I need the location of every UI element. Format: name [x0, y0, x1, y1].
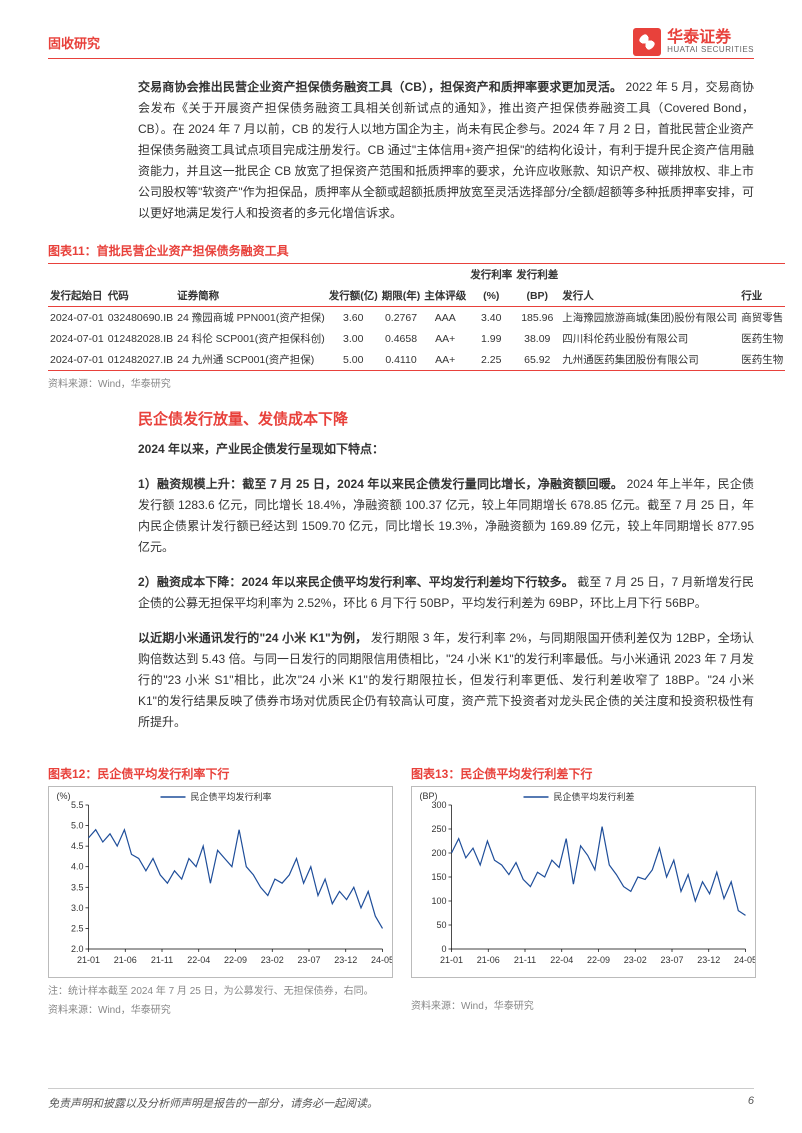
svg-text:23-07: 23-07	[660, 955, 683, 965]
svg-text:4.0: 4.0	[71, 862, 84, 872]
chart-row: 图表12：民企债平均发行利率下行 (%) 民企债平均发行利率 2.0 2.5 3.0 3.…	[48, 747, 754, 1016]
svg-text:23-02: 23-02	[261, 955, 284, 965]
section-title: 民企债发行放量、发债成本下降	[138, 408, 754, 429]
chart12-source: 资料来源：Wind，华泰研究	[48, 1001, 391, 1016]
brand-name-cn: 华泰证券	[667, 29, 754, 47]
svg-text:200: 200	[431, 848, 446, 858]
p1-body: 2022 年 5 月，交易商协会发布《关于开展资产担保债务融资工具相关创新试点的…	[138, 80, 754, 220]
page-footer: 免责声明和披露以及分析师声明是报告的一部分，请务必一起阅读。 6	[48, 1088, 754, 1111]
svg-text:3.0: 3.0	[71, 903, 84, 913]
svg-text:22-04: 22-04	[550, 955, 573, 965]
table11-title: 图表11：首批民营企业资产担保债务融资工具	[48, 242, 754, 259]
brand-name-en: HUATAI SECURITIES	[667, 46, 754, 55]
chart13-title: 图表13：民企债平均发行利差下行	[411, 765, 754, 782]
svg-text:23-07: 23-07	[297, 955, 320, 965]
svg-text:2.0: 2.0	[71, 944, 84, 954]
svg-text:50: 50	[436, 920, 446, 930]
footer-disclaimer: 免责声明和披露以及分析师声明是报告的一部分，请务必一起阅读。	[48, 1095, 378, 1111]
chart12-svg: (%) 民企债平均发行利率 2.0 2.5 3.0 3.5 4.0 4.5 5.0 5.5 21-0…	[48, 786, 393, 978]
table-row: 2024-07-01012482027.IB24 九州通 SCP001(资产担保…	[48, 349, 785, 371]
svg-text:300: 300	[431, 800, 446, 810]
footer-page-number: 6	[748, 1095, 754, 1111]
chart13-source: 资料来源：Wind，华泰研究	[411, 997, 754, 1012]
svg-text:24-05: 24-05	[734, 955, 756, 965]
svg-text:23-12: 23-12	[334, 955, 357, 965]
svg-text:22-09: 22-09	[587, 955, 610, 965]
chart12-title: 图表12：民企债平均发行利率下行	[48, 765, 391, 782]
svg-text:0: 0	[441, 944, 446, 954]
svg-text:3.5: 3.5	[71, 882, 84, 892]
svg-text:23-02: 23-02	[624, 955, 647, 965]
p2-headline: 1）融资规模上升：截至 7 月 25 日，2024 年以来民企债发行量同比增长，…	[138, 477, 623, 491]
svg-text:100: 100	[431, 896, 446, 906]
svg-text:23-12: 23-12	[697, 955, 720, 965]
svg-text:(%): (%)	[57, 791, 71, 801]
intro-line: 2024 年以来，产业民企债发行呈现如下特点：	[138, 442, 384, 456]
table-row: 2024-07-01012482028.IB24 科伦 SCP001(资产担保科…	[48, 328, 785, 349]
paragraph-cost: 2）融资成本下降：2024 年以来民企债平均发行利率、平均发行利差均下行较多。 …	[138, 572, 754, 614]
brand-block: 华泰证券 HUATAI SECURITIES	[633, 28, 754, 56]
p4-headline: 以近期小米通讯发行的"24 小米 K1"为例，	[138, 631, 367, 645]
svg-text:21-11: 21-11	[514, 955, 536, 965]
svg-text:21-06: 21-06	[114, 955, 137, 965]
svg-text:22-04: 22-04	[187, 955, 210, 965]
svg-text:5.5: 5.5	[71, 800, 84, 810]
svg-text:21-06: 21-06	[477, 955, 500, 965]
doc-category: 固收研究	[48, 33, 100, 52]
table11: 发行利率发行利差 发行起始日代码证券简称发行额(亿)期限(年)主体评级(%)(B…	[48, 263, 785, 371]
p1-headline: 交易商协会推出民营企业资产担保债务融资工具（CB），担保资产和质押率要求更加灵活…	[138, 80, 622, 94]
paragraph-cb: 交易商协会推出民营企业资产担保债务融资工具（CB），担保资产和质押率要求更加灵活…	[138, 77, 754, 224]
svg-text:民企债平均发行利差: 民企债平均发行利差	[554, 791, 635, 802]
paragraph-xiaomi: 以近期小米通讯发行的"24 小米 K1"为例， 发行期限 3 年，发行利率 2%…	[138, 628, 754, 733]
table-row: 2024-07-01032480690.IB24 豫园商城 PPN001(资产担…	[48, 307, 785, 329]
p4-body: 发行期限 3 年，发行利率 2%，与同期限国开债利差仅为 12BP，全场认购倍数…	[138, 631, 754, 729]
chart13-svg: (BP)民企债平均发行利差05010015020025030021-0121-0…	[411, 786, 756, 978]
svg-text:民企债平均发行利率: 民企债平均发行利率	[191, 791, 272, 802]
p3-headline: 2）融资成本下降：2024 年以来民企债平均发行利率、平均发行利差均下行较多。	[138, 575, 574, 589]
svg-text:250: 250	[431, 824, 446, 834]
svg-text:21-01: 21-01	[440, 955, 463, 965]
paragraph-scale: 1）融资规模上升：截至 7 月 25 日，2024 年以来民企债发行量同比增长，…	[138, 474, 754, 558]
svg-text:21-01: 21-01	[77, 955, 100, 965]
svg-text:21-11: 21-11	[151, 955, 173, 965]
svg-text:5.0: 5.0	[71, 821, 84, 831]
table11-source: 资料来源：Wind，华泰研究	[48, 375, 754, 390]
svg-text:22-09: 22-09	[224, 955, 247, 965]
page-header: 固收研究 华泰证券 HUATAI SECURITIES	[48, 28, 754, 59]
svg-text:4.5: 4.5	[71, 841, 84, 851]
svg-text:150: 150	[431, 872, 446, 882]
svg-text:2.5: 2.5	[71, 923, 84, 933]
brand-logo-icon	[633, 28, 661, 56]
svg-text:24-05: 24-05	[371, 955, 393, 965]
chart12-note: 注：统计样本截至 2024 年 7 月 25 日，为公募发行、无担保债券，右同。	[48, 982, 391, 997]
